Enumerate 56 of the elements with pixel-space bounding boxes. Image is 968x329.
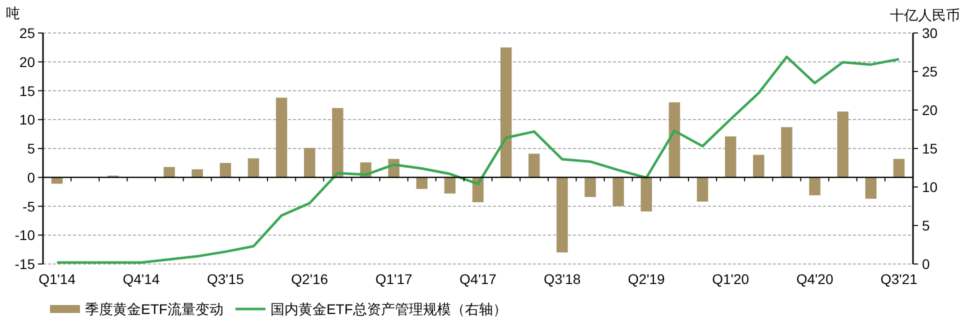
bar xyxy=(724,136,736,178)
y2-tick-label: 10 xyxy=(922,179,938,195)
y2-tick-label: 15 xyxy=(922,140,938,156)
bar xyxy=(220,162,232,178)
y-tick-label: 25 xyxy=(19,25,36,41)
y2-axis-title: 十亿人民币 xyxy=(890,7,960,23)
y-axis-title: 吨 xyxy=(6,5,20,21)
line-series xyxy=(56,56,900,264)
bar xyxy=(332,108,344,178)
y-tick-label: 15 xyxy=(19,82,36,99)
bar xyxy=(612,177,624,206)
x-tick-label: Q1'20 xyxy=(712,271,750,287)
bar xyxy=(444,177,456,194)
x-tick-label: Q2'16 xyxy=(291,271,328,287)
y-tick-label: 5 xyxy=(27,140,36,156)
bar xyxy=(500,47,512,178)
y2-tick-label: 30 xyxy=(922,25,938,41)
bar xyxy=(893,158,905,178)
bar xyxy=(556,177,568,252)
x-tick-label: Q1'17 xyxy=(375,271,412,287)
x-tick-label: Q4'14 xyxy=(122,271,160,287)
y-tick-label: -5 xyxy=(22,198,36,214)
bar xyxy=(668,102,680,178)
bar xyxy=(837,112,848,178)
bar xyxy=(640,177,652,212)
legend-label: 国内黄金ETF总资产管理规模（右轴） xyxy=(270,301,507,317)
bar xyxy=(584,177,596,198)
y2-tick-label: 25 xyxy=(922,64,938,80)
y2-tick-label: 0 xyxy=(922,256,930,272)
bar xyxy=(248,158,260,178)
bar xyxy=(192,169,203,178)
bar xyxy=(696,177,708,202)
x-tick-label: Q4'20 xyxy=(796,271,834,287)
bar xyxy=(164,166,175,178)
x-tick-label: Q3'21 xyxy=(880,271,918,287)
legend-label: 季度黄金ETF流量变动 xyxy=(85,301,224,317)
x-tick-label: Q4'17 xyxy=(460,271,497,287)
bar xyxy=(781,127,792,178)
bar xyxy=(276,98,288,178)
x-tick-label: Q3'18 xyxy=(544,271,581,287)
bar xyxy=(304,148,316,178)
y-tick-label: 20 xyxy=(19,54,36,70)
bar xyxy=(528,154,540,178)
bar xyxy=(865,177,877,199)
y-tick-label: -10 xyxy=(14,227,36,244)
bar xyxy=(416,177,428,189)
x-tick-label: Q3'15 xyxy=(206,271,244,287)
bar xyxy=(753,154,764,178)
x-tick-label: Q1'14 xyxy=(38,271,76,287)
y2-tick-label: 20 xyxy=(922,102,938,118)
bar xyxy=(809,177,820,196)
y-tick-label: 10 xyxy=(19,112,36,128)
x-tick-label: Q2'19 xyxy=(628,271,666,287)
y2-tick-label: 5 xyxy=(922,218,930,234)
y-tick-label: 0 xyxy=(27,169,36,186)
y-tick-label: -15 xyxy=(14,256,36,272)
